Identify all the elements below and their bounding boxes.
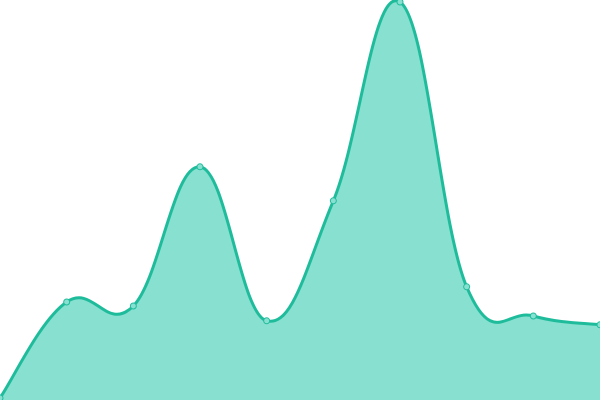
- data-point-7: [463, 283, 471, 291]
- data-point-2: [129, 302, 137, 310]
- data-point-5: [329, 197, 337, 205]
- data-point-9: [596, 321, 600, 329]
- data-point-4: [263, 317, 271, 325]
- data-point-3: [196, 163, 204, 171]
- data-point-8: [529, 312, 537, 320]
- data-point-6: [396, 0, 404, 6]
- data-point-0: [0, 394, 4, 400]
- data-point-1: [63, 298, 71, 306]
